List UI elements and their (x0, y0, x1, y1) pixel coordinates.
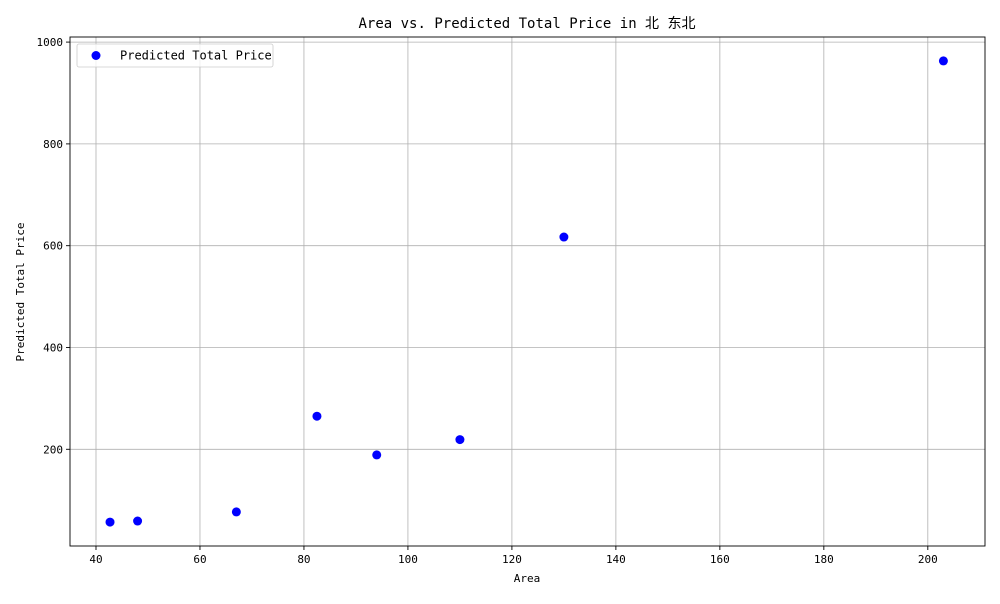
data-point (938, 56, 948, 66)
y-axis-label: Predicted Total Price (14, 222, 27, 361)
legend-marker (91, 51, 101, 60)
y-tick-label: 800 (43, 138, 63, 151)
data-point (312, 411, 322, 421)
data-point (455, 435, 465, 445)
data-points (105, 56, 948, 527)
x-tick-label: 140 (606, 553, 626, 566)
plot-area-frame (69, 36, 986, 547)
data-point (372, 450, 382, 460)
chart-title: Area vs. Predicted Total Price in 北 东北 (358, 16, 695, 32)
x-tick-label: 180 (814, 553, 834, 566)
data-point (231, 507, 241, 517)
data-point (105, 517, 115, 527)
y-tick-label: 400 (43, 341, 63, 354)
data-point (559, 232, 569, 242)
x-axis-label: Area (514, 572, 541, 585)
legend: Predicted Total Price (76, 43, 274, 68)
x-tick-label: 40 (89, 553, 102, 566)
y-tick-label: 600 (43, 240, 63, 253)
legend-box (76, 43, 274, 68)
x-tick-label: 100 (398, 553, 418, 566)
x-tick-label: 120 (502, 553, 522, 566)
x-tick-label: 80 (297, 553, 310, 566)
legend-label: Predicted Total Price (120, 49, 272, 63)
x-tick-label: 60 (193, 553, 206, 566)
grid (70, 37, 985, 546)
y-tick-label: 1000 (37, 36, 64, 49)
axis-ticks: 40 60 80 100 120 140 160 180 200 200 400 600 800 1000 (37, 36, 938, 566)
x-tick-label: 200 (918, 553, 938, 566)
data-point (133, 516, 143, 526)
x-tick-label: 160 (710, 553, 730, 566)
y-tick-label: 200 (43, 443, 63, 456)
